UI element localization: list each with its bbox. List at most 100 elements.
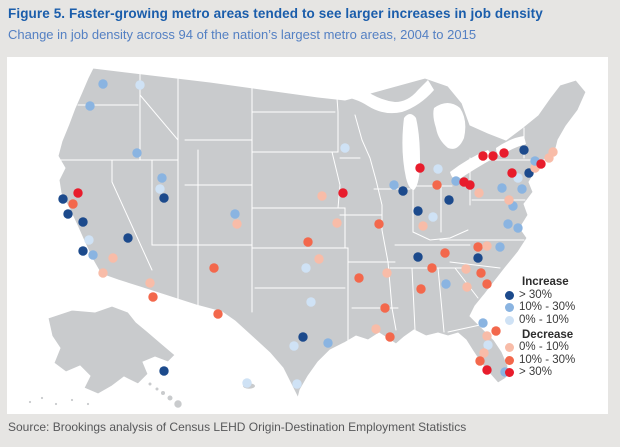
metro-dot (123, 233, 133, 243)
metro-dot (301, 263, 311, 273)
metro-dot (340, 143, 350, 153)
legend-dot-decrease-0-10 (505, 343, 514, 353)
metro-dot (132, 148, 142, 158)
legend-label: 0% - 10% (519, 313, 569, 326)
metro-dot (63, 209, 73, 219)
metro-dot (371, 324, 381, 334)
metro-dot (499, 148, 509, 158)
metro-dot (482, 365, 492, 375)
metro-dot (413, 252, 423, 262)
metro-dot (306, 297, 316, 307)
aleutian-islands (27, 395, 91, 407)
metro-dot (232, 219, 242, 229)
metro-dot (317, 191, 327, 201)
metro-dot (242, 378, 252, 388)
metro-dot (491, 326, 501, 336)
metro-dot (68, 199, 78, 209)
legend-label: 10% - 30% (519, 301, 576, 314)
metro-dot (135, 80, 145, 90)
metro-dot (519, 145, 529, 155)
metro-dot (58, 194, 68, 204)
metro-dot (476, 268, 486, 278)
metro-dot (441, 279, 451, 289)
legend-item: 0% - 10% (505, 314, 613, 327)
metro-dot (303, 237, 313, 247)
metro-dot (88, 250, 98, 260)
metro-dot (230, 209, 240, 219)
metro-dot (289, 341, 299, 351)
legend-label: 10% - 30% (519, 353, 576, 366)
metro-dot (432, 180, 442, 190)
metro-dot (338, 188, 348, 198)
metro-dot (148, 292, 158, 302)
metro-dot (292, 379, 302, 389)
metro-dot (385, 332, 395, 342)
legend-dot-decrease-gt30 (505, 368, 514, 378)
us-mainland (57, 67, 587, 400)
metro-dot (427, 263, 437, 273)
metro-dot (78, 246, 88, 256)
metro-dot (483, 340, 493, 350)
alaska (47, 305, 176, 395)
legend-label: > 30% (519, 288, 552, 301)
metro-dot (98, 268, 108, 278)
map-legend: Increase > 30% 10% - 30% 0% - 10% Decrea… (505, 276, 613, 379)
metro-dot (157, 173, 167, 183)
metro-dot (482, 279, 492, 289)
metro-dot (548, 147, 558, 157)
metro-dot (482, 241, 492, 251)
legend-item: 10% - 30% (505, 301, 613, 315)
legend-item: > 30% (505, 366, 613, 380)
hawaii-islands (147, 381, 183, 409)
metro-dot (323, 338, 333, 348)
metro-dot (461, 264, 471, 274)
metro-dot (413, 206, 423, 216)
metro-dot (482, 331, 492, 341)
metro-dot (389, 180, 399, 190)
metro-dot (415, 163, 425, 173)
state-borders (59, 69, 533, 346)
metro-dot (503, 219, 513, 229)
metro-dot (507, 168, 517, 178)
metro-dot (513, 223, 523, 233)
figure-subtitle: Change in job density across 94 of the n… (8, 27, 477, 42)
metro-dot (462, 282, 472, 292)
metro-dot (374, 219, 384, 229)
metro-dot (159, 366, 169, 376)
metro-dot (433, 164, 443, 174)
legend-item: > 30% (505, 289, 613, 302)
figure-title: Figure 5. Faster-growing metro areas ten… (8, 6, 543, 21)
metro-dot (488, 151, 498, 161)
metro-dots-layer (58, 79, 558, 389)
metro-dot (108, 253, 118, 263)
metro-dot (382, 268, 392, 278)
legend-decrease-header: Decrease (522, 328, 574, 341)
metro-dot (85, 101, 95, 111)
metro-dot (354, 273, 364, 283)
metro-dot (428, 212, 438, 222)
metro-dot (495, 242, 505, 252)
metro-dot (517, 184, 527, 194)
legend-dot-increase-gt30 (505, 290, 514, 300)
metro-dot (478, 151, 488, 161)
metro-dot (84, 235, 94, 245)
metro-dot (479, 348, 489, 358)
metro-dot (298, 332, 308, 342)
metro-dot (145, 278, 155, 288)
metro-dot (209, 263, 219, 273)
metro-dot (314, 254, 324, 264)
metro-dot (444, 195, 454, 205)
metro-dot (504, 195, 514, 205)
legend-label: > 30% (519, 366, 552, 379)
metro-dot (380, 303, 390, 313)
metro-dot (155, 184, 165, 194)
legend-dot-increase-0-10 (505, 315, 514, 325)
legend-dot-increase-10-30 (505, 303, 514, 313)
metro-dot (440, 248, 450, 258)
legend-label: 0% - 10% (519, 341, 569, 354)
metro-dot (473, 242, 483, 252)
metro-dot (536, 159, 546, 169)
metro-dot (416, 284, 426, 294)
